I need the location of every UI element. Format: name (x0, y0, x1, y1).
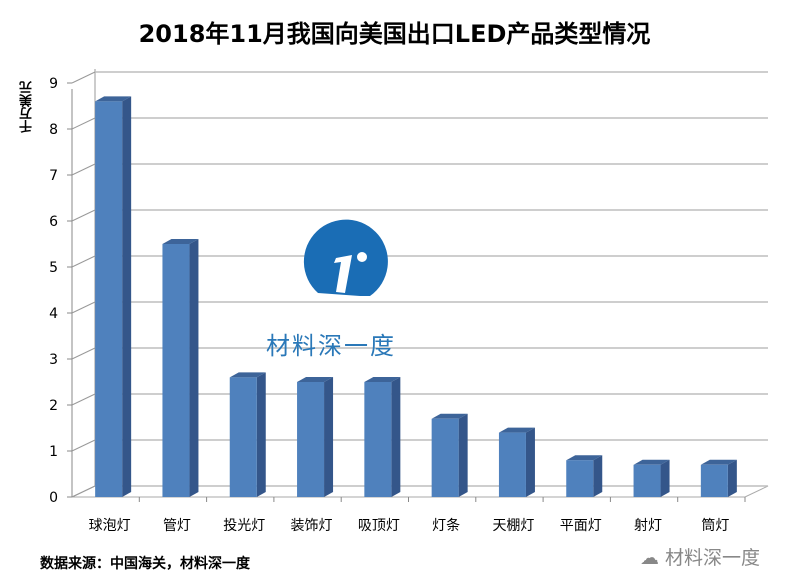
x-tick-label: 装饰灯 (291, 518, 333, 534)
logo-text: 材料深一度 (266, 332, 396, 360)
bar-side (324, 377, 334, 497)
bar-side (660, 459, 670, 497)
bar-top (229, 372, 266, 378)
y-tick-label: 7 (49, 168, 58, 184)
x-tick-label: 吸顶灯 (358, 518, 400, 534)
gridline-side (71, 255, 96, 268)
y-tick-label: 4 (49, 306, 58, 322)
bar-side (189, 239, 199, 497)
bar (95, 101, 123, 498)
bar-top (364, 377, 401, 382)
gridline-side (71, 393, 96, 406)
bar (498, 432, 526, 497)
y-tick-label: 6 (49, 214, 58, 230)
bar (633, 464, 661, 497)
y-tick-label: 3 (49, 352, 58, 368)
bar-side (525, 427, 535, 497)
bar-top (633, 459, 670, 465)
bar (162, 244, 190, 497)
logo-one-glyph (334, 255, 352, 293)
bar-top (95, 96, 132, 102)
x-tick-label: 灯条 (432, 517, 460, 534)
bar-side (391, 377, 401, 497)
gridline-side (71, 209, 96, 222)
bar (566, 460, 594, 497)
bar-side (727, 459, 737, 497)
bar-top (700, 459, 737, 465)
watermark-text: 材料深一度 (665, 547, 761, 569)
chart-title: 2018年11月我国向美国出口LED产品类型情况 (138, 20, 651, 48)
bar (431, 418, 459, 497)
x-tick-label: 球泡灯 (89, 518, 131, 534)
x-tick-label: 筒灯 (701, 517, 729, 534)
bar-side (122, 96, 132, 498)
bar (364, 382, 392, 497)
y-tick-label: 0 (49, 490, 58, 506)
y-tick-label: 5 (49, 260, 58, 276)
gridline-side (71, 301, 96, 314)
x-tick-label: 管灯 (163, 518, 191, 534)
bar-top (431, 413, 468, 419)
x-tick-label: 射灯 (634, 518, 662, 534)
gridline-side (71, 485, 96, 498)
y-tick-label: 8 (49, 122, 58, 138)
gridline-side (71, 117, 96, 130)
bar-top (297, 377, 334, 382)
y-tick-label: 9 (49, 76, 58, 92)
x-tick-label: 投光灯 (223, 518, 265, 534)
gridline-side (71, 347, 96, 360)
bar-side (593, 455, 603, 497)
data-source: 数据来源：中国海关，材料深一度 (40, 556, 250, 572)
bar-side (458, 413, 468, 497)
bar (297, 382, 325, 497)
wechat-watermark: ☁ 材料深一度 (640, 543, 760, 570)
gridline-side (71, 163, 96, 176)
y-tick-label: 1 (49, 444, 58, 460)
gridline-side (71, 71, 96, 84)
bar-top (566, 455, 603, 461)
bar-side (256, 372, 266, 497)
bar (229, 377, 257, 497)
bar-top (162, 239, 199, 244)
y-tick-label: 2 (49, 398, 58, 414)
x-tick-label: 平面灯 (560, 518, 602, 534)
x-tick-label: 天棚灯 (492, 518, 534, 534)
bar-top (498, 427, 535, 433)
wechat-icon: ☁ (640, 547, 666, 569)
logo-degree-dot (357, 252, 367, 262)
bar (700, 464, 728, 497)
gridline-side (71, 439, 96, 452)
